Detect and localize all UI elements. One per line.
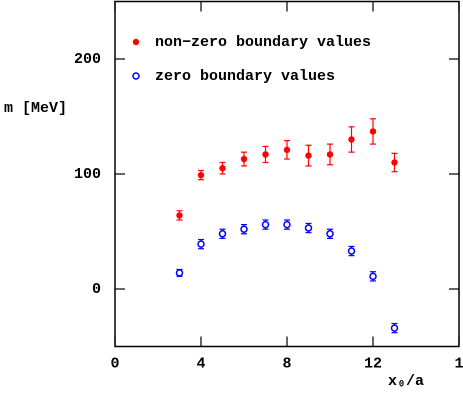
y-tick-label: 200 — [74, 51, 101, 68]
point — [304, 224, 313, 232]
point — [175, 269, 184, 277]
point — [369, 128, 377, 135]
point — [240, 155, 248, 163]
point — [197, 171, 205, 179]
point — [261, 220, 270, 229]
y-tick-label: 100 — [74, 166, 101, 183]
point — [326, 151, 334, 158]
point — [369, 272, 377, 281]
point — [326, 230, 334, 238]
x-tick-label: 4 — [196, 355, 205, 372]
legend-label: zero boundary values — [155, 68, 335, 85]
plot-frame — [114, 0, 460, 348]
y-tick-label: 0 — [92, 281, 101, 298]
y-axis-label: m [MeV] — [4, 100, 67, 117]
point — [283, 220, 291, 229]
point — [218, 230, 227, 238]
point — [176, 212, 183, 219]
point — [390, 324, 399, 332]
legend-label: non−zero boundary values — [155, 34, 371, 51]
point — [347, 247, 356, 255]
x-tick-label: 1 — [454, 355, 463, 372]
point — [219, 165, 226, 172]
x-tick-label: 12 — [364, 355, 382, 372]
point — [197, 240, 205, 248]
legend-marker — [132, 72, 140, 80]
legend-marker — [132, 38, 140, 46]
x-tick-label: 0 — [110, 355, 119, 372]
point — [305, 152, 312, 159]
point — [391, 159, 398, 166]
x-tick-label: 8 — [282, 355, 291, 372]
point — [348, 136, 355, 143]
x-axis-label: x₀/a — [388, 373, 424, 390]
point — [283, 146, 291, 154]
point — [240, 225, 248, 233]
point — [262, 151, 269, 158]
